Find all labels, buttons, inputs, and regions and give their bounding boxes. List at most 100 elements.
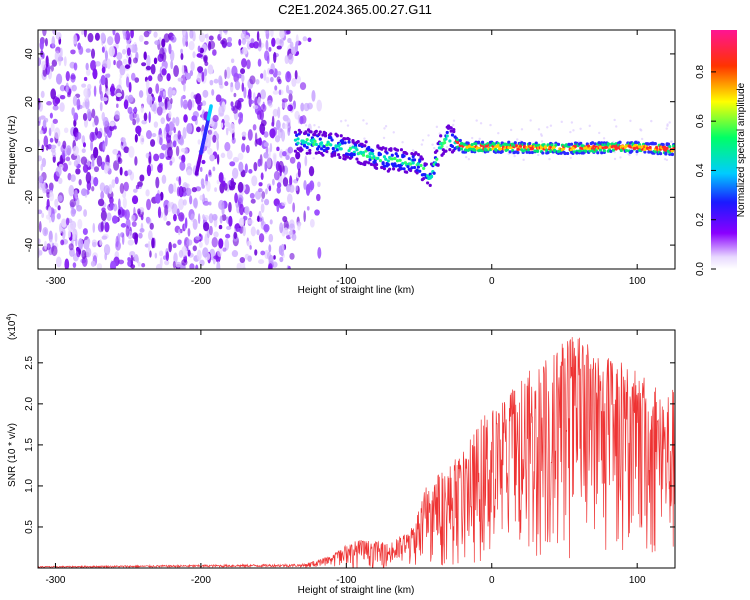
spectrogram-faint-dot bbox=[540, 140, 544, 143]
spectrogram-noise-blob bbox=[51, 35, 56, 48]
spectrogram-noise-blob bbox=[198, 241, 203, 248]
spectrogram-signal-mark bbox=[615, 146, 620, 150]
spectrogram-noise-blob bbox=[140, 105, 144, 114]
spectrogram-noise-blob bbox=[241, 74, 245, 83]
spectrogram-signal-mark bbox=[597, 141, 601, 145]
spectrogram-noise-blob bbox=[172, 140, 177, 148]
spectrogram-noise-blob bbox=[230, 58, 235, 64]
spectrogram-noise-blob bbox=[290, 46, 295, 55]
spectrogram-noise-blob bbox=[189, 30, 194, 39]
spectrogram-signal-mark bbox=[347, 137, 351, 141]
spectrogram-noise-blob bbox=[163, 215, 167, 221]
spectrogram-signal-mark bbox=[381, 161, 385, 165]
spectrogram-noise-blob bbox=[234, 192, 238, 204]
spectrogram-signal-mark bbox=[587, 144, 591, 148]
spectrogram-noise-blob bbox=[259, 154, 263, 167]
spectrogram-noise-blob bbox=[90, 260, 96, 267]
spectrogram-noise-blob bbox=[257, 58, 262, 67]
spectrogram-noise-blob bbox=[149, 222, 154, 230]
spectrogram-noise-blob bbox=[44, 37, 48, 47]
spectrogram-noise-blob bbox=[113, 203, 118, 212]
spectrogram-noise-blob bbox=[43, 135, 49, 148]
spectrogram-noise-blob bbox=[55, 73, 63, 85]
spectrogram-noise-blob bbox=[193, 197, 198, 209]
spectrogram-noise-blob bbox=[216, 179, 220, 185]
spectrogram-signal-mark bbox=[469, 147, 473, 151]
spectrogram-signal-mark bbox=[630, 149, 634, 153]
spectrogram-noise-blob bbox=[209, 225, 213, 236]
spectrogram-noise-blob bbox=[186, 169, 193, 176]
spectrogram-signal-mark bbox=[399, 148, 404, 152]
spectrogram-noise-blob bbox=[96, 155, 103, 167]
spectrogram-noise-blob bbox=[55, 256, 62, 268]
spectrogram-signal-mark bbox=[361, 151, 366, 155]
spectrogram-signal-mark bbox=[441, 152, 445, 156]
spectrogram-x-tick-label: -200 bbox=[191, 276, 211, 287]
spectrogram-signal-mark bbox=[444, 149, 448, 153]
spectrogram-noise-blob bbox=[269, 142, 273, 153]
spectrogram-noise-blob bbox=[131, 195, 139, 205]
colorbar-gradient bbox=[711, 30, 737, 269]
spectrogram-noise-blob bbox=[264, 198, 270, 206]
spectrogram-noise-blob bbox=[90, 140, 94, 152]
spectrogram-noise-blob bbox=[64, 258, 70, 269]
spectrogram-noise-blob bbox=[288, 93, 293, 103]
spectrogram-signal-mark bbox=[426, 181, 430, 185]
spectrogram-noise-blob bbox=[183, 71, 187, 77]
spectrogram-noise-blob bbox=[170, 60, 174, 70]
spectrogram-noise-blob bbox=[72, 95, 78, 107]
spectrogram-noise-blob bbox=[234, 80, 241, 91]
spectrogram-noise-blob bbox=[78, 179, 82, 186]
spectrogram-noise-blob bbox=[93, 114, 99, 126]
spectrogram-signal-mark bbox=[573, 144, 578, 149]
spectrogram-noise-blob bbox=[278, 245, 283, 256]
spectrogram-noise-blob bbox=[307, 37, 312, 43]
colorbar: 0.0 0.2 0.4 0.6 0.8 Normalized spectral ampl… bbox=[695, 30, 747, 276]
spectrogram-y-ticks: -40 -20 0 20 40 bbox=[24, 48, 675, 252]
spectrogram-faint-dot bbox=[392, 131, 395, 134]
spectrogram-signal-mark bbox=[391, 167, 396, 171]
spectrogram-faint-dot bbox=[579, 127, 582, 130]
snr-frame bbox=[37, 329, 676, 569]
spectrogram-noise-blob bbox=[169, 160, 173, 166]
spectrogram-noise-blob bbox=[141, 62, 147, 67]
spectrogram-noise-blob bbox=[281, 130, 286, 142]
spectrogram-noise-blob bbox=[138, 90, 144, 98]
spectrogram-noise-blob bbox=[109, 121, 115, 127]
spectrogram-noise-blob bbox=[153, 31, 158, 38]
spectrogram-noise-blob bbox=[46, 101, 52, 106]
spectrogram-x-label: Height of straight line (km) bbox=[298, 285, 415, 296]
spectrogram-noise-blob bbox=[38, 175, 44, 184]
spectrogram-noise-blob bbox=[93, 85, 97, 97]
spectrogram-noise-blob bbox=[164, 204, 169, 216]
spectrogram-faint-dot bbox=[572, 129, 575, 132]
spectrogram-noise-blob bbox=[167, 146, 173, 159]
spectrogram-noise-blob bbox=[282, 151, 287, 157]
spectrogram-noise-blob bbox=[252, 124, 257, 131]
spectrogram-noise-blob bbox=[257, 215, 260, 222]
spectrogram-noise-blob bbox=[261, 198, 264, 203]
spectrogram-noise-blob bbox=[257, 188, 263, 193]
spectrogram-noise-blob bbox=[289, 184, 295, 193]
spectrogram-noise-blob bbox=[146, 54, 151, 67]
spectrogram-x-tick-label: 0 bbox=[489, 276, 495, 287]
spectrogram-noise-blob bbox=[304, 155, 308, 167]
spectrogram-noise-blob bbox=[284, 54, 289, 65]
spectrogram-noise-blob bbox=[289, 41, 294, 49]
spectrogram-noise-blob bbox=[116, 92, 123, 98]
spectrogram-noise-blob bbox=[145, 79, 150, 89]
spectrogram-noise-blob bbox=[225, 127, 229, 136]
spectrogram-noise-blob bbox=[266, 156, 272, 169]
spectrogram-signal-mark bbox=[420, 157, 424, 161]
spectrogram-noise-blob bbox=[286, 231, 289, 236]
spectrogram-noise-blob bbox=[139, 228, 145, 233]
spectrogram-noise-blob bbox=[230, 101, 234, 107]
spectrogram-noise-blob bbox=[260, 89, 267, 100]
spectrogram-signal-mark bbox=[402, 167, 406, 171]
spectrogram-signal-mark bbox=[300, 148, 304, 152]
spectrogram-noise-blob bbox=[195, 264, 199, 269]
spectrogram-noise-blob bbox=[155, 263, 163, 269]
spectrogram-noise-blob bbox=[208, 40, 216, 50]
spectrogram-noise-blob bbox=[299, 82, 307, 91]
spectrogram-noise-blob bbox=[248, 210, 253, 218]
